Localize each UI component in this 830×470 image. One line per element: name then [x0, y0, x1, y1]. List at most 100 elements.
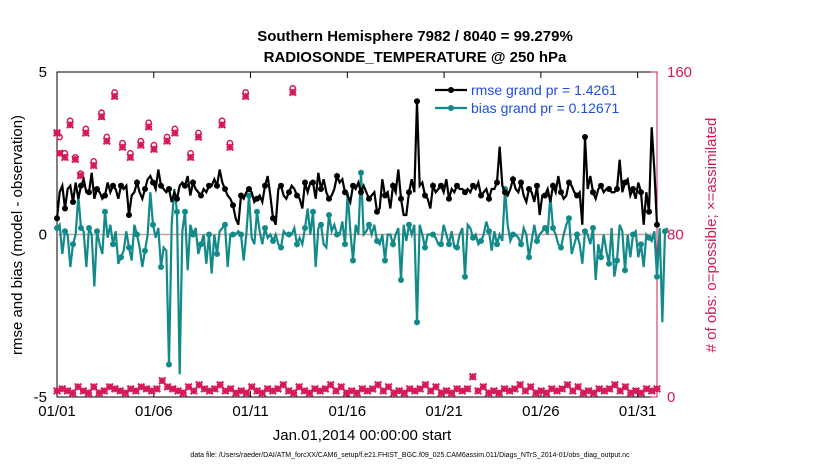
rmse-point	[166, 186, 172, 192]
legend-bias-marker	[448, 105, 454, 111]
y-left-tick-label: -5	[34, 389, 47, 406]
bias-point	[190, 231, 196, 238]
bias-point	[262, 225, 268, 231]
x-tick-label: 01/31	[619, 403, 657, 420]
bias-point	[118, 254, 124, 261]
bias-point	[550, 225, 556, 231]
chart-subtitle: RADIOSONDE_TEMPERATURE @ 250 hPa	[264, 49, 567, 66]
obs-low-point	[574, 382, 583, 391]
bias-point	[534, 238, 540, 244]
legend-rmse-marker	[448, 87, 454, 93]
bias-point	[582, 228, 588, 235]
rmse-point	[614, 186, 620, 192]
x-tick-label: 01/26	[522, 403, 560, 420]
bias-point	[222, 221, 228, 228]
bias-point	[574, 231, 580, 238]
rmse-point	[70, 199, 76, 205]
obs-low-point	[563, 380, 572, 389]
bias-point	[622, 267, 628, 274]
rmse-point	[470, 182, 476, 189]
bias-point	[462, 273, 468, 280]
rmse-point	[174, 195, 180, 202]
rmse-point	[414, 98, 420, 105]
bias-point	[342, 241, 348, 248]
rmse-point	[550, 182, 556, 189]
obs-assimilated-point	[66, 120, 75, 129]
obs-low-point	[189, 386, 198, 395]
bias-point	[150, 221, 156, 228]
rmse-point	[342, 189, 348, 196]
bias-point	[646, 234, 652, 241]
obs-low-point	[158, 376, 167, 385]
rmse-point	[110, 182, 116, 189]
bias-point	[566, 215, 572, 222]
rmse-point	[422, 192, 428, 199]
bias-point	[134, 231, 140, 238]
bias-point	[54, 225, 60, 231]
obs-assimilated-point	[241, 92, 250, 101]
rmse-point	[462, 189, 468, 196]
rmse-point	[246, 186, 252, 192]
legend-bias-label: bias grand pr = 0.12671	[471, 100, 619, 116]
rmse-point	[598, 182, 604, 189]
obs-assimilated-point	[163, 137, 172, 146]
rmse-point	[382, 192, 388, 199]
obs-low-point	[463, 384, 472, 393]
legend-rmse-label: rmse grand pr = 1.4261	[471, 82, 617, 98]
bias-point	[406, 221, 412, 228]
rmse-point	[542, 192, 548, 199]
obs-assimilated-point	[71, 155, 80, 164]
x-tick-label: 01/21	[425, 403, 463, 420]
obs-assimilated-point	[110, 92, 119, 101]
y-right-tick-label: 0	[667, 389, 675, 406]
rmse-point	[294, 192, 300, 199]
obs-assimilated-point	[186, 153, 195, 162]
x-tick-label: 01/06	[135, 403, 173, 420]
rmse-point	[606, 186, 612, 192]
bias-point	[510, 231, 516, 238]
bias-point	[278, 244, 284, 251]
bias-point	[294, 241, 300, 248]
rmse-point	[526, 186, 532, 192]
obs-assimilated-point	[102, 137, 111, 146]
rmse-point	[638, 189, 644, 196]
rmse-point	[654, 221, 660, 228]
obs-assimilated-point	[288, 88, 297, 97]
rmse-point	[278, 182, 284, 189]
bias-point	[438, 241, 444, 248]
x-tick-label: 01/16	[329, 403, 367, 420]
obs-assimilated-point	[149, 145, 158, 154]
rmse-point	[622, 179, 628, 186]
obs-low-point	[468, 372, 477, 381]
bias-point	[494, 241, 500, 248]
rmse-point	[366, 195, 372, 202]
obs-low-point	[279, 380, 288, 389]
bias-point	[414, 319, 420, 326]
obs-assimilated-point	[118, 143, 127, 152]
bias-point	[270, 238, 276, 244]
rmse-point	[230, 202, 236, 209]
bias-point	[630, 231, 636, 238]
bias-point	[94, 228, 100, 235]
rmse-point	[406, 189, 412, 196]
obs-low-point	[621, 382, 630, 391]
rmse-point	[214, 182, 220, 189]
bias-point	[518, 241, 524, 248]
rmse-point	[358, 189, 364, 196]
bias-point	[78, 225, 84, 231]
bias-point	[638, 241, 644, 248]
bias-point	[230, 231, 236, 238]
bias-point	[86, 225, 92, 231]
obs-low-point	[226, 384, 235, 393]
y-left-tick-label: 5	[39, 64, 47, 81]
obs-low-point	[516, 380, 525, 389]
obs-assimilated-point	[126, 153, 135, 162]
obs-assimilated-point	[89, 161, 98, 170]
rmse-point	[78, 182, 84, 189]
bias-point	[478, 238, 484, 244]
rmse-point	[206, 182, 212, 189]
rmse-point	[454, 182, 460, 189]
bias-point	[126, 244, 132, 251]
obs-assimilated-point	[194, 132, 203, 142]
obs-assimilated-point	[52, 128, 62, 137]
